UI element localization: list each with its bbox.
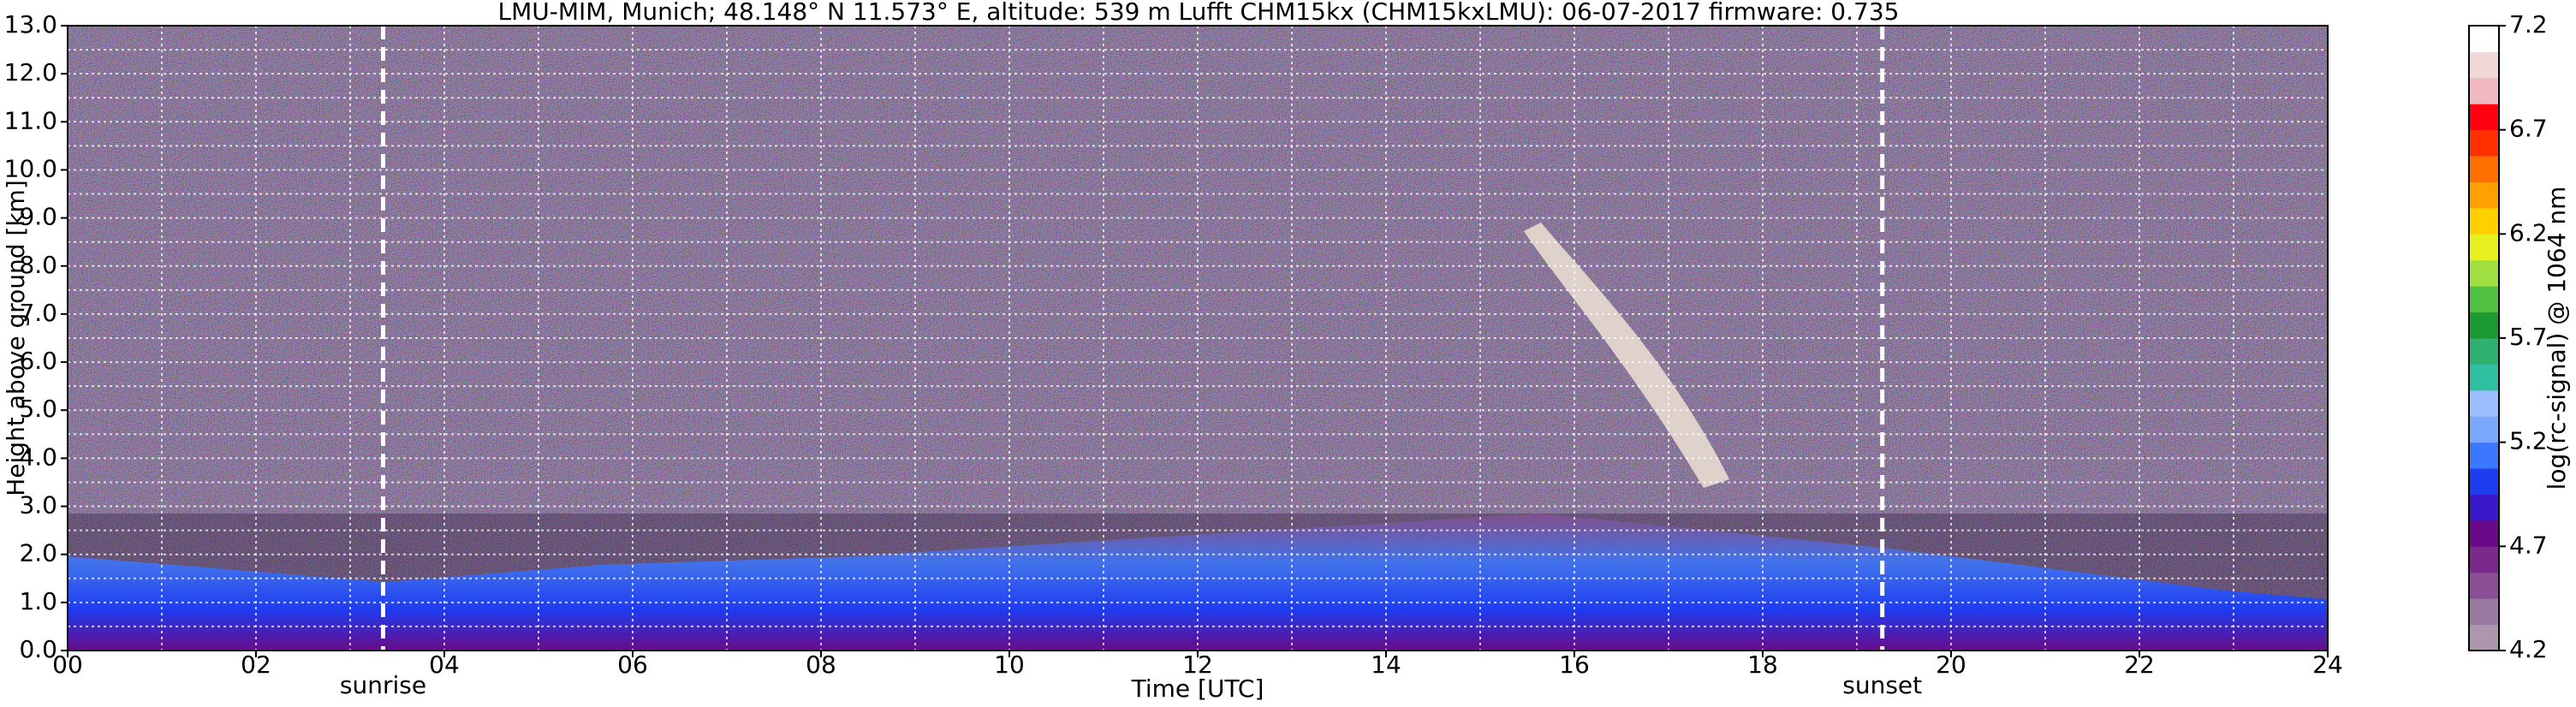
colorbar-band	[2469, 26, 2499, 52]
colorbar-band	[2469, 494, 2499, 521]
y-tick-label: 2.0	[19, 539, 57, 567]
colorbar-band	[2469, 77, 2499, 104]
y-tick-label: 8.0	[19, 251, 57, 279]
y-tick-label: 12.0	[4, 58, 57, 86]
x-tick-label: 22	[2124, 651, 2155, 679]
colorbar-tick-label: 5.7	[2509, 323, 2548, 351]
y-tick-label: 7.0	[19, 299, 57, 327]
colorbar-band	[2469, 468, 2499, 495]
colorbar-band	[2469, 129, 2499, 157]
x-tick-label: 14	[1371, 651, 1401, 679]
colorbar-tick-label: 6.7	[2509, 115, 2548, 143]
y-tick-label: 10.0	[4, 154, 57, 182]
y-tick-label: 5.0	[19, 395, 57, 423]
colorbar-band	[2469, 389, 2499, 417]
colorbar-band	[2469, 51, 2499, 79]
y-tick-label: 6.0	[19, 347, 57, 375]
x-tick-label: 06	[617, 651, 648, 679]
y-tick-label: 0.0	[19, 635, 57, 663]
colorbar-band	[2469, 598, 2499, 626]
colorbar-band	[2469, 312, 2499, 339]
y-tick-label: 9.0	[19, 203, 57, 231]
x-tick-label: 16	[1559, 651, 1590, 679]
colorbar-band	[2469, 546, 2499, 573]
x-tick-label: 18	[1747, 651, 1778, 679]
colorbar-band	[2469, 104, 2499, 131]
y-tick-label: 4.0	[19, 443, 57, 471]
colorbar-tick-label: 6.2	[2509, 218, 2548, 247]
colorbar-band	[2469, 520, 2499, 547]
annotation-label: sunset	[1842, 671, 1922, 699]
x-tick-label: 10	[994, 651, 1025, 679]
colorbar-band	[2469, 207, 2499, 235]
annotation-label: sunrise	[340, 671, 426, 699]
colorbar-band	[2469, 338, 2499, 365]
x-tick-label: 24	[2312, 651, 2343, 679]
y-tick-label: 11.0	[4, 106, 57, 134]
y-tick-label: 1.0	[19, 587, 57, 615]
y-tick-label: 13.0	[4, 10, 57, 39]
colorbar-label: log(rc-signal) @ 1064 nm	[2543, 187, 2571, 490]
colorbar-band	[2469, 286, 2499, 313]
chart-title: LMU-MIM, Munich; 48.148° N 11.573° E, al…	[498, 0, 1900, 26]
colorbar-band	[2469, 442, 2499, 469]
colorbar-band	[2469, 156, 2499, 182]
x-tick-label: 00	[52, 651, 83, 679]
colorbar-band	[2469, 624, 2499, 651]
colorbar-tick-label: 7.2	[2509, 10, 2548, 39]
x-axis-label: Time [UTC]	[1131, 674, 1264, 703]
y-axis-label: Height above ground [km]	[2, 180, 30, 496]
x-tick-label: 12	[1182, 651, 1213, 679]
colorbar-band	[2469, 234, 2499, 261]
y-tick-label: 3.0	[19, 491, 57, 520]
colorbar-band	[2469, 572, 2499, 599]
x-tick-label: 04	[429, 651, 460, 679]
colorbar-band	[2469, 181, 2499, 209]
colorbar-band	[2469, 259, 2499, 287]
colorbar-tick-label: 5.2	[2509, 427, 2548, 455]
colorbar-band	[2469, 416, 2499, 443]
x-tick-label: 20	[1936, 651, 1966, 679]
colorbar-tick-label: 4.7	[2509, 531, 2548, 559]
x-tick-label: 08	[806, 651, 836, 679]
x-tick-label: 02	[241, 651, 271, 679]
colorbar-tick-label: 4.2	[2509, 635, 2548, 663]
colorbar-band	[2469, 364, 2499, 391]
